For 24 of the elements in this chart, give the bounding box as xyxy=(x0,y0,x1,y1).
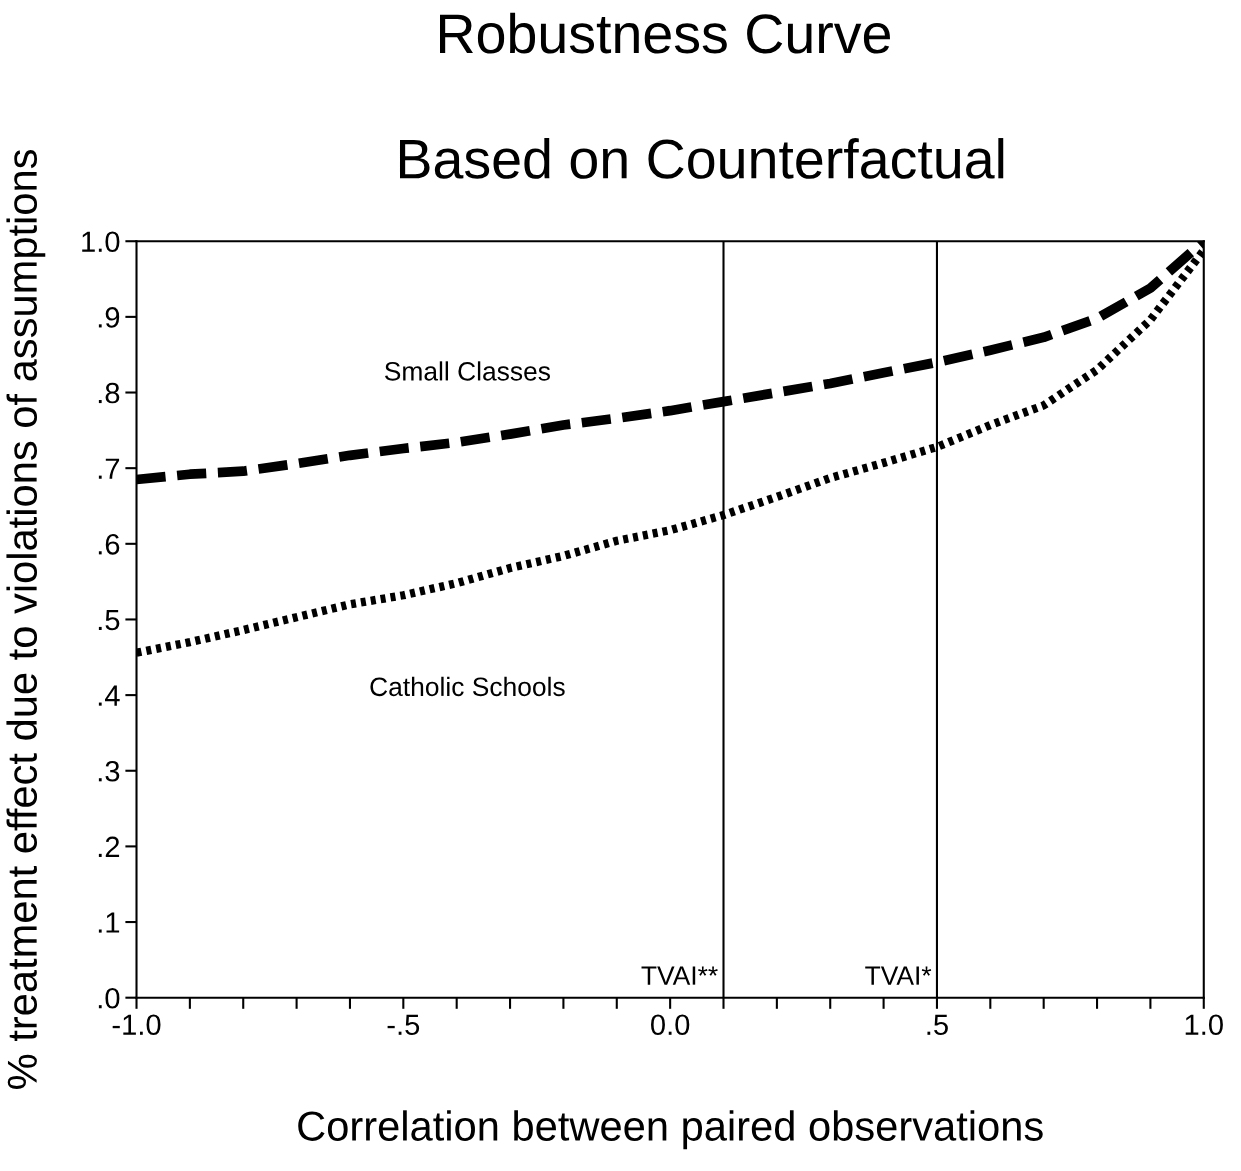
y-tick-label: .2 xyxy=(98,836,120,857)
y-tick-label: .6 xyxy=(98,534,120,555)
y-tick-label: .8 xyxy=(98,382,120,404)
x-tick-label: 0.0 xyxy=(651,1014,690,1036)
ref-line-label: TVAI* xyxy=(865,966,932,985)
y-tick-label: .5 xyxy=(98,609,120,631)
y-tick-label: .4 xyxy=(98,685,120,706)
y-tick-label: .9 xyxy=(98,307,120,328)
x-tick-label: -1.0 xyxy=(112,1014,161,1036)
y-tick-label: .3 xyxy=(98,760,120,782)
x-tick-label: 1.0 xyxy=(1185,1014,1223,1036)
y-tick-label: .1 xyxy=(98,912,120,933)
y-tick-label: 1.0 xyxy=(82,231,120,253)
series-label: Small Classes xyxy=(384,361,550,381)
ref-line-label: TVAI** xyxy=(641,966,718,985)
y-axis-title: % treatment effect due to violations of assumptions xyxy=(6,149,46,1089)
x-tick-label: -.5 xyxy=(387,1014,420,1036)
x-axis-title: Correlation between paired observations xyxy=(298,1110,1043,1150)
chart-subtitle: Based on Counterfactual xyxy=(399,138,1004,179)
chart-title: Robustness Curve xyxy=(440,12,890,54)
x-tick-label: .5 xyxy=(927,1014,948,1036)
y-tick-label: .0 xyxy=(98,987,120,1009)
text: Catholic Schools xyxy=(370,676,565,697)
y-tick-label: .7 xyxy=(98,458,120,479)
